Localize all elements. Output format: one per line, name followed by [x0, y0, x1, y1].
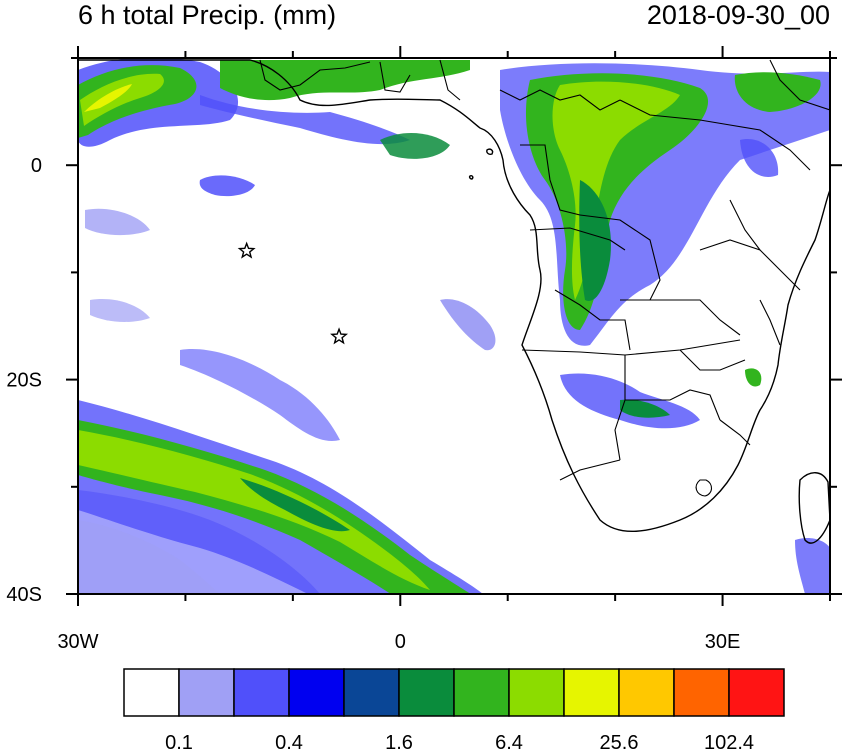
precip-ocean-cluster-3 — [180, 349, 340, 441]
colorbar-swatch — [728, 668, 785, 717]
colorbar-swatch — [508, 668, 565, 717]
colorbar-label: 25.6 — [600, 732, 639, 750]
precip-ocean-cluster-2 — [440, 299, 496, 351]
country-borders — [259, 59, 830, 497]
colorbar: 0.1 0.4 1.6 6.4 25.6 102.4 — [123, 668, 785, 750]
marker-layer — [237, 241, 349, 345]
station-star-north — [237, 241, 256, 259]
colorbar-swatch — [123, 668, 180, 717]
map-ticks — [66, 46, 842, 606]
station-star-south — [330, 327, 349, 345]
y-tick-label: 20S — [6, 370, 42, 392]
x-tick-label: 0 — [395, 631, 406, 653]
madagascar — [798, 472, 830, 544]
axis-labels: 30W 0 30E 0 20S 40S — [6, 155, 740, 653]
coastlines — [78, 59, 830, 544]
precip-ocean-streaks-west-2 — [90, 299, 150, 322]
colorbar-label: 0.4 — [275, 732, 303, 750]
precip-guinea-coast — [220, 60, 470, 101]
precip-mozambique — [745, 368, 762, 387]
precip-nw-band-green — [78, 65, 197, 138]
colorbar-label: 102.4 — [704, 732, 754, 750]
colorbar-swatch — [673, 668, 730, 717]
y-tick-label: 40S — [6, 584, 42, 606]
colorbar-swatch — [618, 668, 675, 717]
precip-central-africa-darkgreen — [579, 180, 611, 301]
colorbar-label: 1.6 — [385, 732, 413, 750]
map-panel: 30W 0 30E 0 20S 40S — [6, 46, 842, 653]
colorbar-swatch — [398, 668, 455, 717]
precip-ocean-streaks-west — [85, 208, 150, 236]
x-tick-label: 30W — [57, 631, 98, 653]
precip-east-africa — [734, 72, 821, 112]
precip-ocean-cluster-1 — [199, 175, 255, 197]
precip-gulf-guinea — [380, 133, 450, 159]
colorbar-swatch — [178, 668, 235, 717]
precip-southern-africa-2 — [620, 399, 670, 418]
precip-field — [78, 58, 830, 594]
island-saotome — [468, 175, 474, 180]
precip-front-darkgreen — [240, 478, 350, 532]
title-left: 6 h total Precip. (mm) — [78, 0, 336, 30]
y-tick-label: 0 — [31, 155, 42, 177]
colorbar-swatch — [233, 668, 290, 717]
precip-se-corner — [795, 537, 830, 594]
colorbar-label: 6.4 — [495, 732, 523, 750]
precip-sw-showers-light — [78, 520, 220, 594]
x-tick-label: 30E — [705, 631, 741, 653]
precip-nw-band-core — [80, 73, 164, 126]
colorbar-swatch — [343, 668, 400, 717]
colorbar-label: 0.1 — [165, 732, 193, 750]
colorbar-swatch — [563, 668, 620, 717]
title-right: 2018-09-30_00 — [647, 0, 830, 30]
map-frame — [77, 57, 831, 595]
colorbar-swatch — [453, 668, 510, 717]
precip-nw-band-peak — [84, 84, 132, 112]
precip-front-core — [78, 430, 430, 590]
island-bioko — [486, 148, 494, 155]
precip-east-africa-blue — [740, 139, 779, 177]
africa-coastline — [78, 59, 830, 532]
precip-guinea-blue — [200, 95, 410, 145]
colorbar-swatch — [288, 668, 345, 717]
